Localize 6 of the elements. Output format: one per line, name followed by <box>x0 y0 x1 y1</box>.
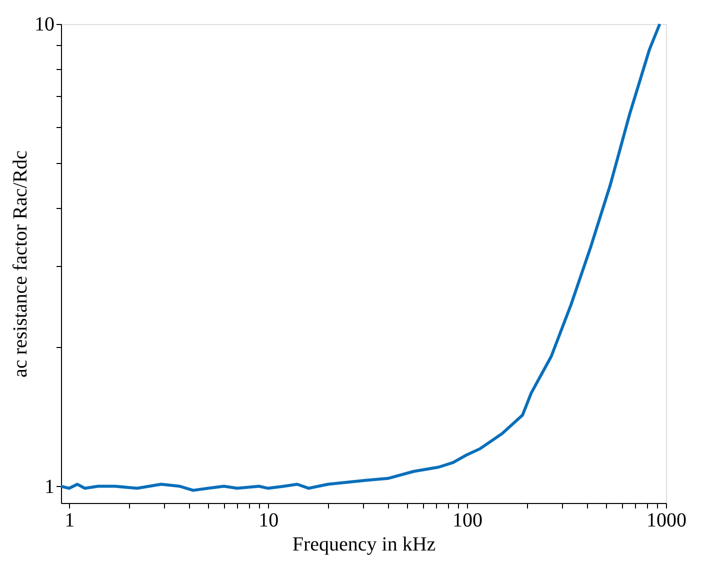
x-tick-label: 10 <box>258 510 279 532</box>
x-tick-label: 1000 <box>646 510 686 532</box>
y-axis-title: ac resistance factor Rac/Rdc <box>10 150 32 378</box>
x-tick-label: 100 <box>452 510 483 532</box>
x-axis-title: Frequency in kHz <box>292 534 436 556</box>
x-tick-label: 1 <box>64 510 75 532</box>
